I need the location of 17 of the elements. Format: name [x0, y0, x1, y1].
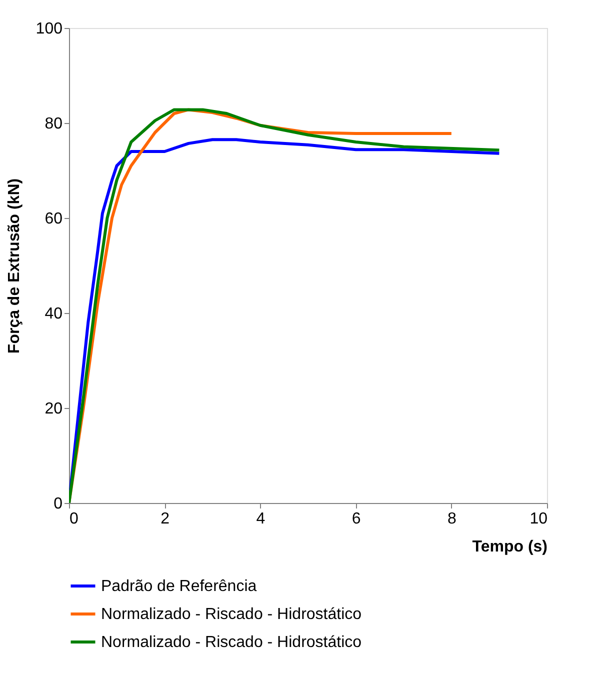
x-tick-label: 8: [447, 510, 456, 528]
legend-label: Normalizado - Riscado - Hidrostático: [101, 606, 362, 623]
x-tick-label: 6: [352, 510, 361, 528]
y-axis-title: Força de Extrusão (kN): [6, 178, 23, 354]
y-tick-label: 20: [44, 400, 63, 418]
x-tick-label: 2: [160, 510, 170, 528]
x-tick-label: 10: [530, 510, 548, 528]
x-tick-label: 0: [70, 510, 78, 528]
x-tick-label: 4: [256, 510, 266, 528]
y-tick-label: 100: [36, 20, 63, 38]
legend-label: Padrão de Referência: [101, 578, 257, 595]
legend-label: Normalizado - Riscado - Hidrostático: [101, 634, 362, 651]
y-tick-label: 80: [44, 116, 63, 132]
y-tick-label: 0: [54, 496, 63, 512]
y-tick-label: 40: [44, 306, 63, 322]
x-axis-title: Tempo (s): [472, 538, 548, 556]
y-tick-label: 60: [44, 210, 63, 228]
